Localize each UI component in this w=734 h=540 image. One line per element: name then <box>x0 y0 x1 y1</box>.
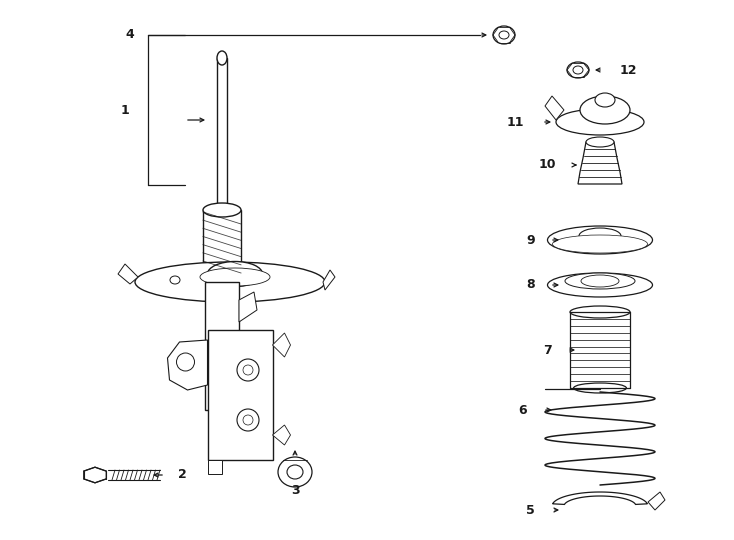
Ellipse shape <box>278 457 312 487</box>
Text: 5: 5 <box>526 503 535 516</box>
Text: 3: 3 <box>291 483 299 496</box>
Ellipse shape <box>573 66 583 74</box>
Polygon shape <box>272 333 291 357</box>
Ellipse shape <box>217 51 227 65</box>
Ellipse shape <box>287 465 303 479</box>
Ellipse shape <box>237 359 259 381</box>
Polygon shape <box>208 330 272 460</box>
Text: 2: 2 <box>178 469 186 482</box>
Ellipse shape <box>170 276 180 284</box>
Text: 1: 1 <box>120 104 129 117</box>
Text: 9: 9 <box>526 233 535 246</box>
Polygon shape <box>553 492 647 504</box>
Ellipse shape <box>200 268 270 286</box>
Ellipse shape <box>595 93 615 107</box>
Ellipse shape <box>556 109 644 135</box>
Polygon shape <box>545 96 564 120</box>
Ellipse shape <box>237 409 259 431</box>
Ellipse shape <box>553 235 647 253</box>
Ellipse shape <box>176 353 195 371</box>
Ellipse shape <box>580 96 630 124</box>
Text: 12: 12 <box>620 64 638 77</box>
Polygon shape <box>167 340 208 390</box>
Text: 6: 6 <box>518 403 527 416</box>
Ellipse shape <box>586 137 614 147</box>
Text: 10: 10 <box>539 159 556 172</box>
Polygon shape <box>323 270 335 290</box>
Ellipse shape <box>565 273 635 289</box>
Ellipse shape <box>135 262 325 302</box>
Text: 7: 7 <box>543 343 552 356</box>
Ellipse shape <box>548 226 653 254</box>
Polygon shape <box>208 460 222 474</box>
Polygon shape <box>272 425 291 445</box>
Polygon shape <box>203 210 241 275</box>
Ellipse shape <box>581 275 619 287</box>
Ellipse shape <box>243 365 253 375</box>
Polygon shape <box>205 282 239 410</box>
Ellipse shape <box>203 270 241 280</box>
Text: 4: 4 <box>126 29 134 42</box>
Polygon shape <box>648 492 665 510</box>
Polygon shape <box>217 58 227 210</box>
Ellipse shape <box>567 62 589 78</box>
Polygon shape <box>239 292 257 322</box>
Ellipse shape <box>499 31 509 39</box>
Ellipse shape <box>243 415 253 425</box>
Ellipse shape <box>208 261 263 287</box>
Text: 8: 8 <box>526 279 535 292</box>
Ellipse shape <box>493 26 515 44</box>
Text: 11: 11 <box>506 116 524 129</box>
Polygon shape <box>84 467 106 483</box>
Ellipse shape <box>579 228 621 244</box>
Ellipse shape <box>570 306 630 318</box>
Polygon shape <box>118 264 138 284</box>
Polygon shape <box>578 142 622 184</box>
Ellipse shape <box>203 203 241 217</box>
Ellipse shape <box>548 273 653 297</box>
Ellipse shape <box>573 383 626 393</box>
